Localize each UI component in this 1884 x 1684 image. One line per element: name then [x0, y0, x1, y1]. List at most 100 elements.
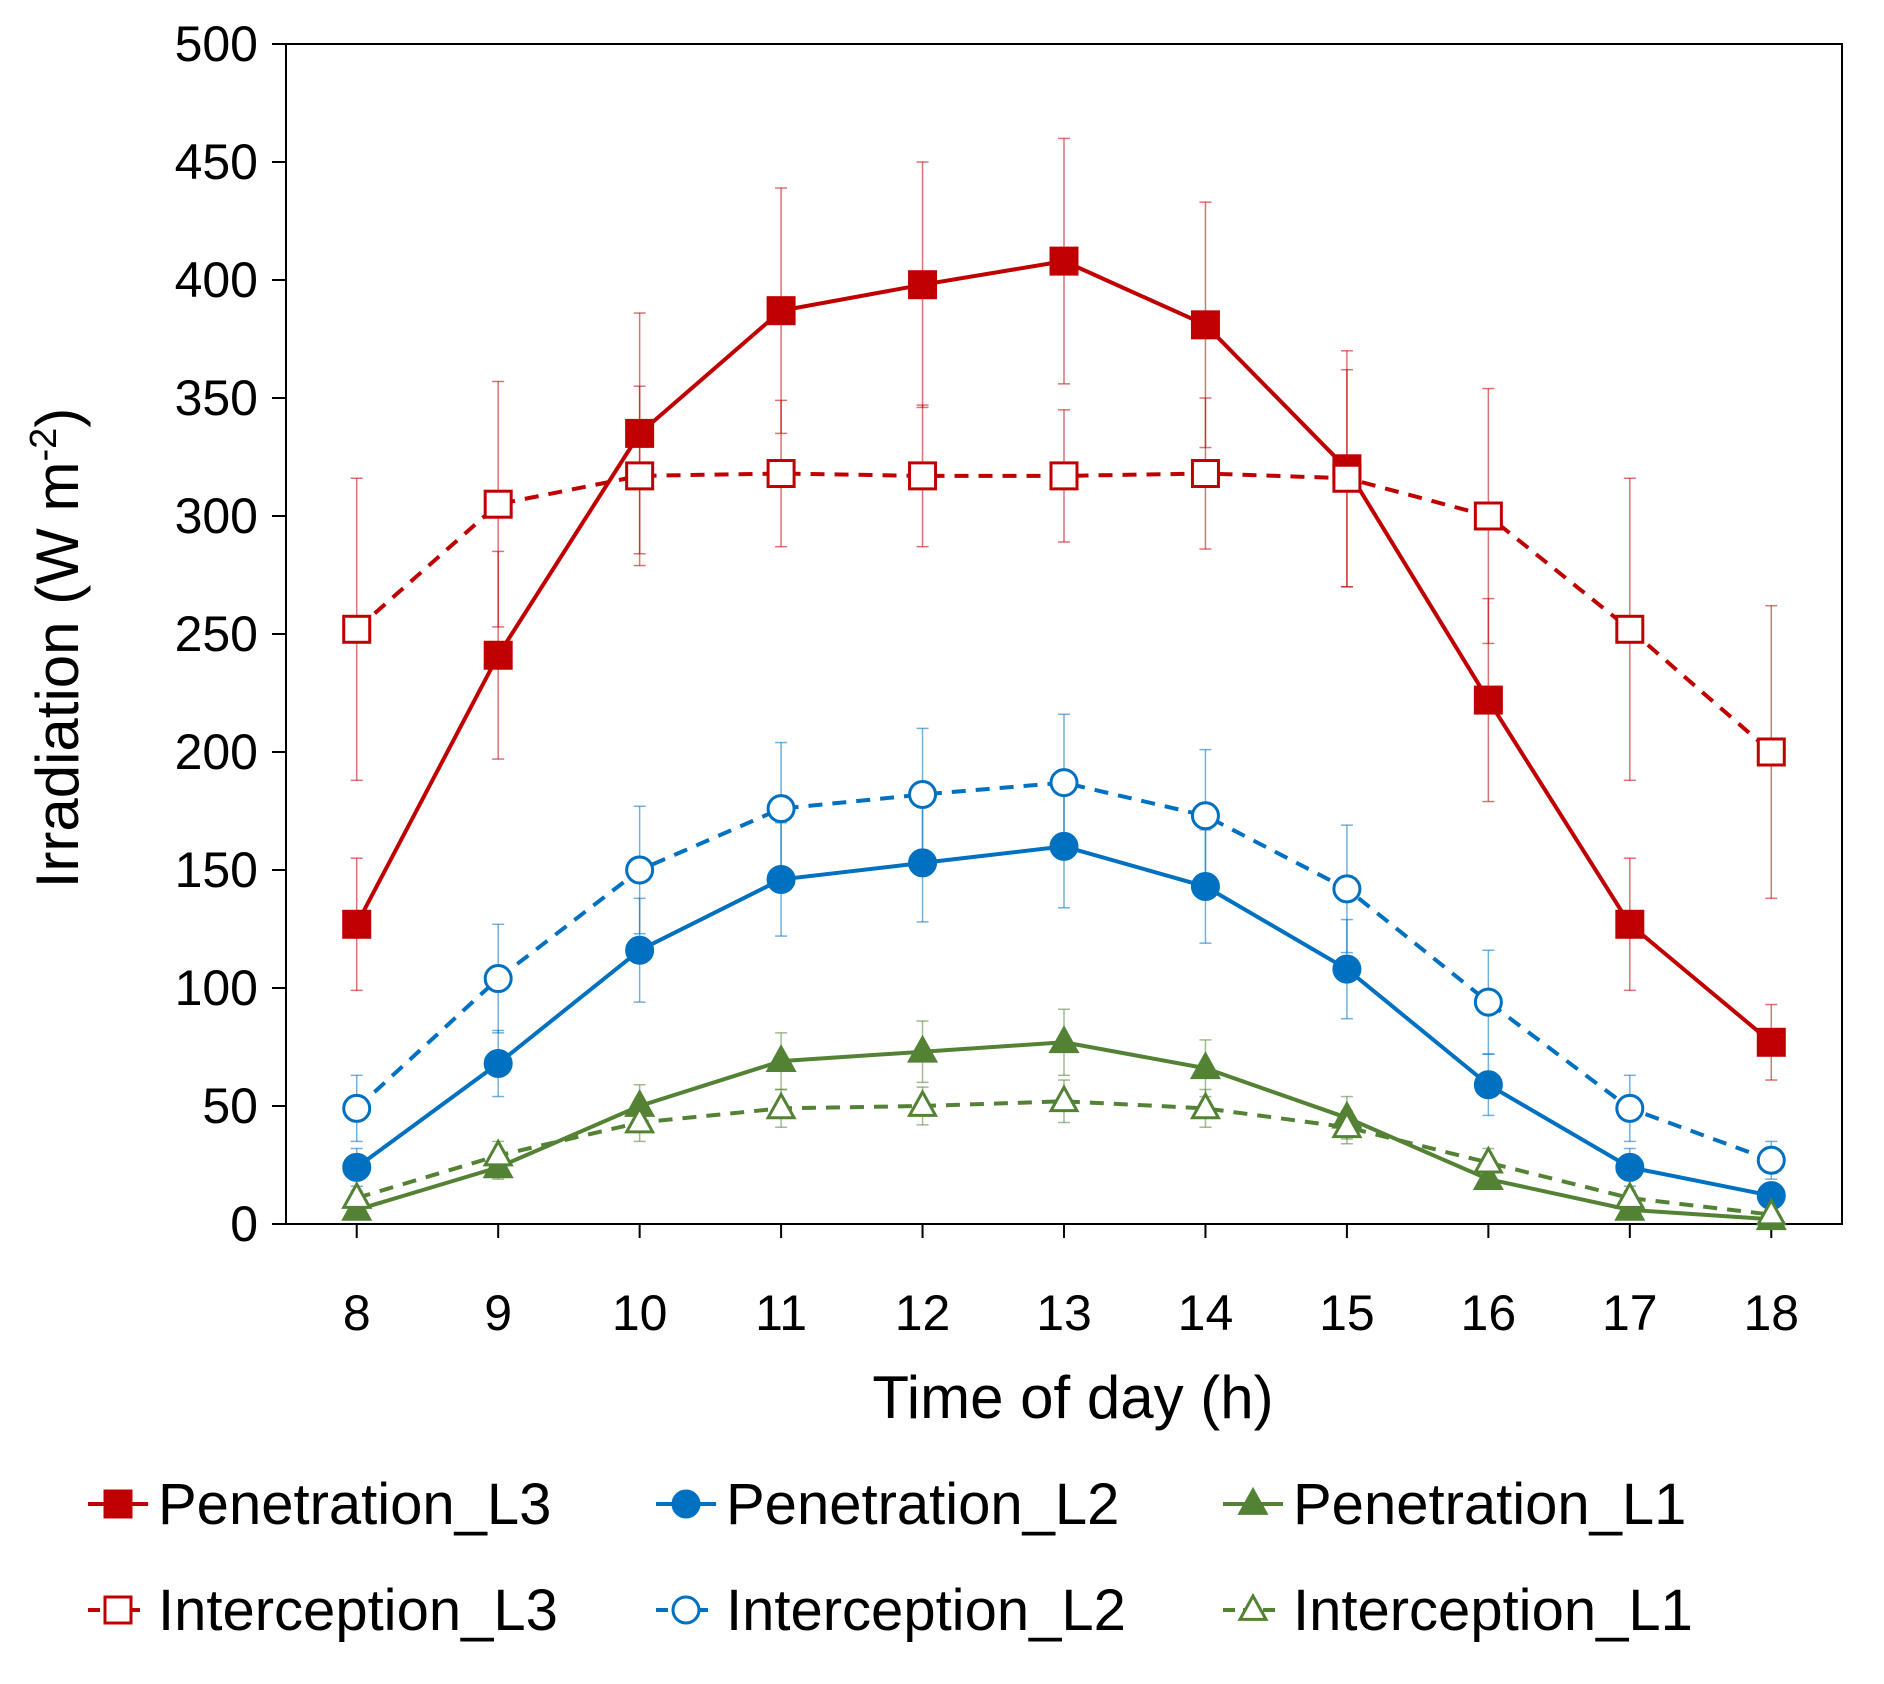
y-tick-label-250: 250	[175, 606, 258, 662]
point-interception_l2-16	[1473, 987, 1503, 1017]
legend-marker-interception_l2	[671, 1595, 701, 1625]
point-penetration_l3-16	[1473, 685, 1503, 715]
point-penetration_l3-11	[766, 296, 796, 326]
point-interception_l2-10	[625, 855, 655, 885]
point-penetration_l2-13	[1049, 831, 1079, 861]
y-tick-label-0: 0	[230, 1196, 258, 1252]
point-penetration_l3-13	[1049, 246, 1079, 276]
point-penetration_l1-13	[1048, 1025, 1080, 1054]
y-tick-label-300: 300	[175, 488, 258, 544]
point-interception_l1-16	[1472, 1145, 1504, 1174]
x-tick-label-14: 14	[1178, 1285, 1234, 1341]
x-tick-label-10: 10	[612, 1285, 668, 1341]
y-axis-title-close: )	[24, 408, 91, 428]
point-interception_l1-10	[624, 1105, 656, 1134]
point-interception_l1-14	[1189, 1091, 1222, 1120]
legend-label-interception_l1: Interception_L1	[1293, 1578, 1693, 1643]
x-tick-label-18: 18	[1743, 1285, 1799, 1341]
point-penetration_l1-16	[1472, 1162, 1504, 1191]
series-markers	[341, 246, 1787, 1231]
point-penetration_l3-17	[1615, 909, 1645, 939]
y-tick-label-100: 100	[175, 960, 258, 1016]
point-interception_l2-11	[766, 794, 796, 824]
point-penetration_l3-12	[908, 270, 938, 300]
y-axis-title: Irradiation (W m-2)	[23, 408, 91, 889]
point-interception_l3-11	[766, 459, 796, 489]
legend-marker-penetration_l1	[1237, 1486, 1269, 1515]
y-axis-title-main: Irradiation (W m	[24, 462, 91, 889]
point-interception_l2-13	[1049, 768, 1079, 798]
point-penetration_l3-14	[1190, 310, 1220, 340]
point-interception_l2-8	[342, 1093, 372, 1123]
point-interception_l2-12	[908, 779, 938, 809]
point-penetration_l3-18	[1756, 1027, 1786, 1057]
legend-label-penetration_l2: Penetration_L2	[726, 1472, 1119, 1537]
point-interception_l2-17	[1615, 1093, 1645, 1123]
legend-marker-penetration_l2	[671, 1489, 701, 1519]
point-interception_l3-9	[483, 489, 513, 519]
y-tick-label-200: 200	[175, 724, 258, 780]
x-tick-label-9: 9	[484, 1285, 512, 1341]
x-tick-label-15: 15	[1319, 1285, 1375, 1341]
point-interception_l3-15	[1332, 463, 1362, 493]
point-interception_l3-16	[1473, 501, 1503, 531]
y-axis-title-sup: -2	[23, 428, 65, 462]
point-penetration_l2-17	[1615, 1152, 1645, 1182]
point-interception_l3-8	[342, 614, 372, 644]
point-penetration_l2-14	[1190, 872, 1220, 902]
series-line-interception_l1	[356, 1099, 1772, 1217]
x-axis-title: Time of day (h)	[872, 1364, 1273, 1431]
y-tick-label-350: 350	[175, 370, 258, 426]
point-penetration_l1-14	[1189, 1051, 1222, 1080]
legend-label-penetration_l3: Penetration_L3	[158, 1472, 551, 1537]
point-penetration_l3-9	[483, 640, 513, 670]
x-tick-label-16: 16	[1461, 1285, 1517, 1341]
legend-marker-interception_l3	[103, 1595, 133, 1625]
legend-marker-penetration_l3	[103, 1489, 133, 1519]
series-line-interception_l2	[355, 780, 1772, 1163]
legend-label-penetration_l1: Penetration_L1	[1293, 1472, 1686, 1537]
y-axis: 0 50 100 150 200 250 300 350 400 450 500	[175, 16, 286, 1252]
point-penetration_l2-15	[1332, 954, 1362, 984]
point-interception_l3-13	[1049, 461, 1079, 491]
point-penetration_l2-9	[483, 1049, 513, 1079]
y-tick-label-50: 50	[202, 1078, 258, 1134]
point-interception_l1-8	[341, 1180, 373, 1209]
point-penetration_l3-8	[342, 909, 372, 939]
point-penetration_l2-16	[1473, 1070, 1503, 1100]
point-interception_l3-17	[1615, 614, 1645, 644]
point-interception_l1-11	[765, 1091, 797, 1120]
point-interception_l1-9	[482, 1138, 514, 1167]
point-interception_l1-12	[906, 1088, 939, 1117]
y-tick-label-500: 500	[175, 16, 258, 72]
point-interception_l2-9	[483, 964, 513, 994]
x-tick-label-17: 17	[1602, 1285, 1658, 1341]
point-interception_l3-10	[625, 461, 655, 491]
legend-label-interception_l3: Interception_L3	[158, 1578, 558, 1643]
legend-marker-interception_l1	[1237, 1592, 1269, 1621]
point-interception_l1-18	[1755, 1197, 1787, 1226]
point-interception_l3-14	[1190, 459, 1220, 489]
x-axis: 8 9 10 11 12 13 14 15 16 17 18	[343, 1224, 1799, 1341]
point-interception_l2-15	[1332, 874, 1362, 904]
point-penetration_l2-11	[766, 864, 796, 894]
point-interception_l2-18	[1756, 1145, 1786, 1175]
point-penetration_l3-10	[625, 418, 655, 448]
point-interception_l3-18	[1756, 737, 1786, 767]
x-tick-label-12: 12	[895, 1285, 951, 1341]
y-tick-label-450: 450	[175, 134, 258, 190]
point-interception_l1-15	[1331, 1110, 1363, 1139]
point-interception_l1-17	[1614, 1180, 1646, 1209]
point-penetration_l2-8	[342, 1152, 372, 1182]
point-penetration_l2-12	[908, 848, 938, 878]
x-tick-label-8: 8	[343, 1285, 371, 1341]
point-interception_l2-14	[1190, 801, 1220, 831]
x-tick-label-11: 11	[755, 1285, 807, 1341]
y-tick-label-400: 400	[175, 252, 258, 308]
point-interception_l1-13	[1048, 1084, 1080, 1113]
y-tick-label-150: 150	[175, 842, 258, 898]
point-penetration_l2-10	[625, 935, 655, 965]
point-penetration_l1-11	[765, 1044, 797, 1073]
